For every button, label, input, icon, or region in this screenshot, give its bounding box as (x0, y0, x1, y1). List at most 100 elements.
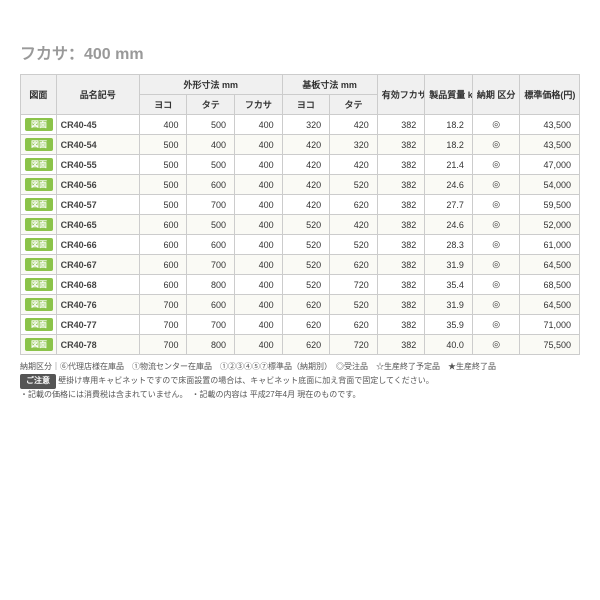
drawing-badge[interactable]: 図面 (25, 198, 53, 211)
outer-tate: 400 (187, 135, 235, 155)
effective-fukasa: 382 (377, 335, 425, 355)
spec-table: 図面 品名記号 外形寸法 mm 基板寸法 mm 有効フカサ mm 製品質量 kg… (20, 74, 580, 355)
price: 47,000 (520, 155, 580, 175)
drawing-badge[interactable]: 図面 (25, 218, 53, 231)
outer-tate: 500 (187, 215, 235, 235)
th-delivery: 納期 区分 (472, 75, 520, 115)
price: 75,500 (520, 335, 580, 355)
drawing-cell[interactable]: 図面 (21, 135, 57, 155)
notice-badge: ご注意 (20, 374, 56, 389)
weight: 24.6 (425, 215, 473, 235)
model-cell: CR40-68 (56, 275, 139, 295)
outer-tate: 500 (187, 155, 235, 175)
base-yoko: 320 (282, 115, 330, 135)
outer-tate: 600 (187, 175, 235, 195)
drawing-cell[interactable]: 図面 (21, 215, 57, 235)
model-cell: CR40-57 (56, 195, 139, 215)
drawing-cell[interactable]: 図面 (21, 155, 57, 175)
drawing-cell[interactable]: 図面 (21, 175, 57, 195)
outer-fukasa: 400 (235, 255, 283, 275)
drawing-badge[interactable]: 図面 (25, 338, 53, 351)
outer-yoko: 500 (139, 155, 187, 175)
th-effective: 有効フカサ mm (377, 75, 425, 115)
th-base: 基板寸法 mm (282, 75, 377, 95)
effective-fukasa: 382 (377, 155, 425, 175)
th-outer: 外形寸法 mm (139, 75, 282, 95)
base-yoko: 420 (282, 195, 330, 215)
drawing-badge[interactable]: 図面 (25, 278, 53, 291)
drawing-cell[interactable]: 図面 (21, 275, 57, 295)
drawing-cell[interactable]: 図面 (21, 255, 57, 275)
drawing-cell[interactable]: 図面 (21, 195, 57, 215)
base-tate: 520 (330, 175, 378, 195)
base-yoko: 420 (282, 175, 330, 195)
drawing-badge[interactable]: 図面 (25, 138, 53, 151)
base-yoko: 520 (282, 215, 330, 235)
table-row: 図面CR40-5550050040042042038221.4◎47,000 (21, 155, 580, 175)
price: 43,500 (520, 115, 580, 135)
model-cell: CR40-45 (56, 115, 139, 135)
model-cell: CR40-55 (56, 155, 139, 175)
th-base-yoko: ヨコ (282, 95, 330, 115)
outer-fukasa: 400 (235, 175, 283, 195)
drawing-cell[interactable]: 図面 (21, 335, 57, 355)
price: 54,000 (520, 175, 580, 195)
drawing-cell[interactable]: 図面 (21, 295, 57, 315)
price: 71,000 (520, 315, 580, 335)
base-yoko: 620 (282, 295, 330, 315)
base-tate: 620 (330, 195, 378, 215)
weight: 31.9 (425, 255, 473, 275)
weight: 35.9 (425, 315, 473, 335)
drawing-badge[interactable]: 図面 (25, 158, 53, 171)
model-cell: CR40-78 (56, 335, 139, 355)
price: 68,500 (520, 275, 580, 295)
th-outer-tate: タテ (187, 95, 235, 115)
price: 43,500 (520, 135, 580, 155)
outer-yoko: 700 (139, 295, 187, 315)
delivery-mark: ◎ (472, 255, 520, 275)
outer-fukasa: 400 (235, 235, 283, 255)
table-row: 図面CR40-6660060040052052038228.3◎61,000 (21, 235, 580, 255)
th-base-tate: タテ (330, 95, 378, 115)
drawing-cell[interactable]: 図面 (21, 315, 57, 335)
drawing-cell[interactable]: 図面 (21, 235, 57, 255)
outer-fukasa: 400 (235, 275, 283, 295)
outer-fukasa: 400 (235, 335, 283, 355)
base-tate: 520 (330, 235, 378, 255)
weight: 18.2 (425, 115, 473, 135)
drawing-badge[interactable]: 図面 (25, 238, 53, 251)
base-tate: 720 (330, 335, 378, 355)
outer-fukasa: 400 (235, 315, 283, 335)
outer-tate: 800 (187, 335, 235, 355)
outer-fukasa: 400 (235, 155, 283, 175)
drawing-badge[interactable]: 図面 (25, 318, 53, 331)
th-outer-fukasa: フカサ (235, 95, 283, 115)
table-row: 図面CR40-5750070040042062038227.7◎59,500 (21, 195, 580, 215)
outer-yoko: 500 (139, 135, 187, 155)
drawing-cell[interactable]: 図面 (21, 115, 57, 135)
base-yoko: 520 (282, 235, 330, 255)
base-yoko: 520 (282, 275, 330, 295)
outer-fukasa: 400 (235, 115, 283, 135)
drawing-badge[interactable]: 図面 (25, 178, 53, 191)
table-row: 図面CR40-7770070040062062038235.9◎71,000 (21, 315, 580, 335)
base-yoko: 620 (282, 315, 330, 335)
outer-yoko: 700 (139, 335, 187, 355)
base-tate: 520 (330, 295, 378, 315)
effective-fukasa: 382 (377, 255, 425, 275)
section-title: フカサ：400 mm (20, 40, 580, 64)
price: 52,000 (520, 215, 580, 235)
th-weight: 製品質量 kg (425, 75, 473, 115)
outer-tate: 700 (187, 195, 235, 215)
table-row: 図面CR40-7870080040062072038240.0◎75,500 (21, 335, 580, 355)
drawing-badge[interactable]: 図面 (25, 118, 53, 131)
model-cell: CR40-54 (56, 135, 139, 155)
table-row: 図面CR40-6560050040052042038224.6◎52,000 (21, 215, 580, 235)
delivery-mark: ◎ (472, 195, 520, 215)
base-tate: 620 (330, 315, 378, 335)
outer-tate: 800 (187, 275, 235, 295)
delivery-mark: ◎ (472, 235, 520, 255)
drawing-badge[interactable]: 図面 (25, 258, 53, 271)
drawing-badge[interactable]: 図面 (25, 298, 53, 311)
effective-fukasa: 382 (377, 295, 425, 315)
